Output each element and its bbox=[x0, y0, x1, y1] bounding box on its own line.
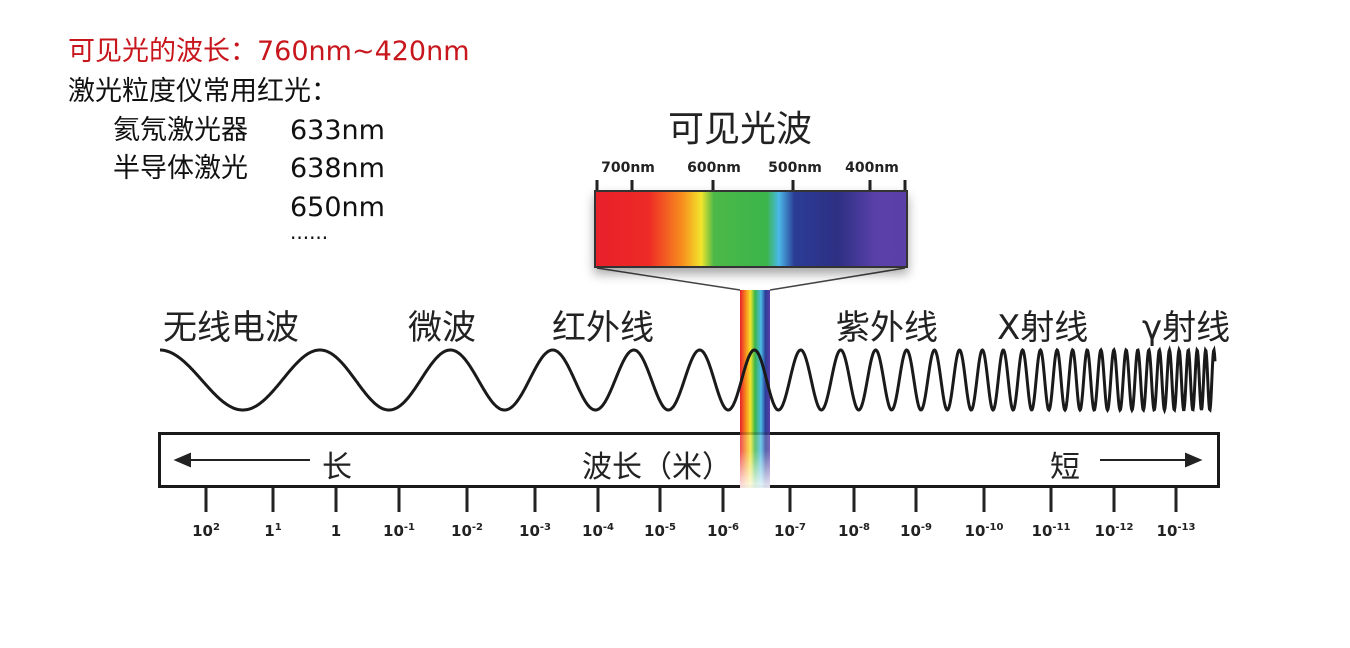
nm-tick-label: 400nm bbox=[845, 160, 899, 176]
scale-tick-label: 10-8 bbox=[838, 522, 870, 540]
band-label: 无线电波 bbox=[163, 308, 299, 348]
scale-tick-label: 10-3 bbox=[519, 522, 551, 540]
scale-tick-label: 10-10 bbox=[964, 522, 1004, 540]
scale-tick-label: 102 bbox=[192, 522, 220, 540]
scale-tick-label: 11 bbox=[264, 522, 282, 540]
spectrum-connector bbox=[769, 267, 906, 291]
nm-tick-label: 600nm bbox=[687, 160, 741, 176]
scale-tick-label: 10-7 bbox=[774, 522, 806, 540]
band-label: 微波 bbox=[408, 308, 476, 348]
scale-tick-label: 10-4 bbox=[582, 522, 614, 540]
scale-tick-label: 10-12 bbox=[1094, 522, 1134, 540]
em-wave bbox=[160, 345, 1217, 415]
visible-spectrum-bar bbox=[594, 190, 908, 268]
scale-tick-label: 10-9 bbox=[900, 522, 932, 540]
visible-title: 可见光波 bbox=[668, 109, 813, 150]
nm-tick-label: 500nm bbox=[768, 160, 822, 176]
row-value: 633nm bbox=[290, 115, 385, 146]
scale-tick-label: 10-11 bbox=[1031, 522, 1071, 540]
scale-label: 波长（米） bbox=[582, 450, 732, 485]
row-value: ...... bbox=[290, 220, 329, 244]
row-value: 650nm bbox=[290, 192, 385, 223]
scale-tick-label: 10-1 bbox=[383, 522, 415, 540]
row-value: 638nm bbox=[290, 153, 385, 184]
short-label: 短 bbox=[1050, 450, 1080, 485]
intro-note: 激光粒度仪常用红光： bbox=[68, 76, 338, 107]
row-label: 氦氖激光器 bbox=[113, 115, 248, 146]
band-label: γ射线 bbox=[1142, 308, 1231, 348]
left-arrow-icon bbox=[173, 452, 191, 468]
scale-tick-label: 10-6 bbox=[707, 522, 739, 540]
scale-tick-label: 10-5 bbox=[644, 522, 676, 540]
wavelength-scale bbox=[158, 432, 1220, 488]
scale-tick-label: 10-2 bbox=[451, 522, 483, 540]
band-label: 红外线 bbox=[552, 308, 654, 348]
row-label: 半导体激光 bbox=[113, 153, 248, 184]
band-label: X射线 bbox=[997, 308, 1089, 348]
scale-tick-label: 1 bbox=[330, 522, 342, 540]
nm-tick-label: 700nm bbox=[601, 160, 655, 176]
long-label: 长 bbox=[322, 450, 352, 485]
scale-tick-label: 10-13 bbox=[1156, 522, 1196, 540]
visible-range-note: 可见光的波长：760nm~420nm bbox=[68, 36, 470, 67]
spectrum-connector bbox=[596, 267, 741, 291]
band-label: 紫外线 bbox=[836, 308, 938, 348]
right-arrow-icon bbox=[1185, 452, 1203, 468]
